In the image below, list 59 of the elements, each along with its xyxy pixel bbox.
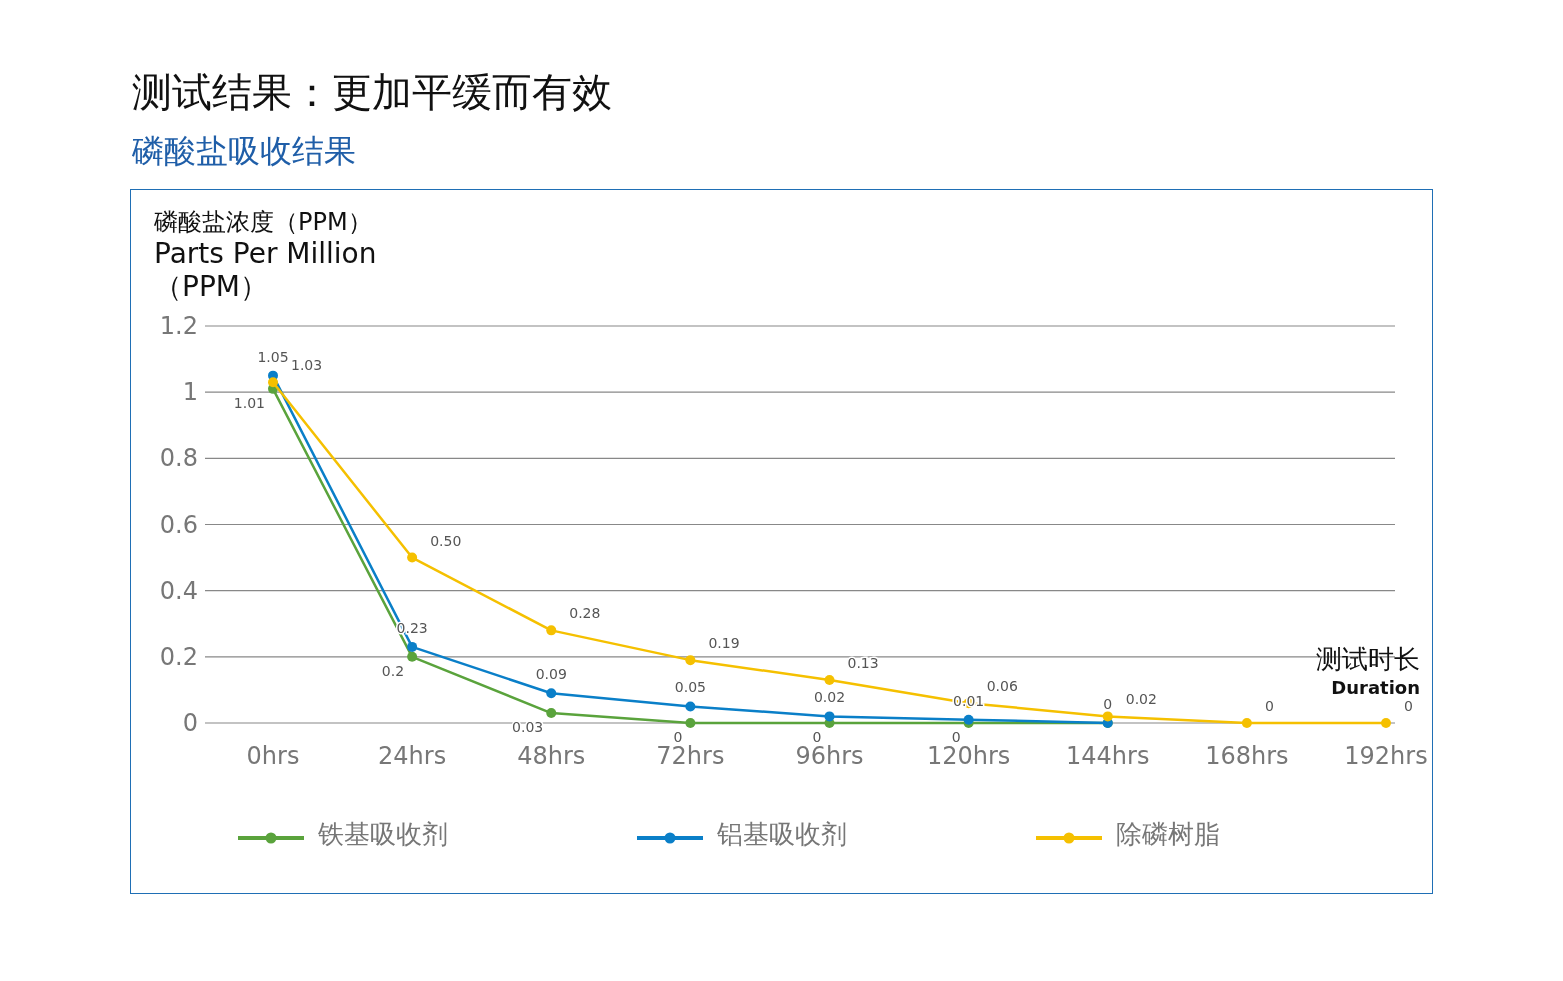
data-label: 0 <box>1404 698 1413 714</box>
point <box>685 718 696 728</box>
y-tick-label: 0.6 <box>159 510 198 539</box>
x-tick-label: 96hrs <box>795 742 864 770</box>
point <box>685 701 696 712</box>
data-label: 0 <box>812 729 822 745</box>
data-label: 1.05 <box>257 348 289 365</box>
point <box>963 714 974 725</box>
legend-label: 铁基吸收剂 <box>317 819 448 849</box>
y-tick-label: 0.8 <box>159 444 198 473</box>
data-label: 0.06 <box>986 678 1018 695</box>
point <box>1102 711 1113 722</box>
y-axis-title: 磷酸盐浓度（PPM） Parts Per Million （PPM） <box>153 208 377 303</box>
x-tick-label: 120hrs <box>926 742 1011 770</box>
data-label: 0.28 <box>569 605 601 622</box>
point <box>407 641 418 652</box>
point <box>824 711 835 722</box>
chart-title: 测试结果：更加平缓而有效 <box>132 69 612 115</box>
data-label: 0 <box>673 729 683 745</box>
point <box>546 708 557 719</box>
x-tick-label: 48hrs <box>517 742 586 770</box>
legend-label: 除磷树脂 <box>1116 819 1220 849</box>
point <box>685 655 696 666</box>
data-label: 0.03 <box>512 719 544 736</box>
data-label: 0 <box>1264 698 1274 714</box>
x-tick-label: 0hrs <box>246 742 300 770</box>
x-tick-label: 192hrs <box>1344 742 1428 770</box>
point <box>1381 718 1391 728</box>
x-axis-title: 测试时长 Duration <box>1316 644 1420 698</box>
y-tick-label: 0.4 <box>159 576 198 605</box>
point <box>1241 718 1252 728</box>
point <box>407 552 418 563</box>
point <box>824 674 835 685</box>
data-label: 0.02 <box>813 689 846 706</box>
data-label: 0.09 <box>535 666 567 683</box>
y-tick-label: 0 <box>182 709 198 737</box>
data-label: 0 <box>951 729 961 745</box>
data-label: 1.03 <box>291 357 323 374</box>
point <box>546 688 557 699</box>
data-label: 0.02 <box>1125 691 1157 708</box>
data-label: 0.13 <box>847 654 879 671</box>
x-tick-label: 144hrs <box>1066 742 1150 770</box>
data-label: 0.2 <box>381 662 405 679</box>
y-tick-label: 1.2 <box>159 312 198 340</box>
x-tick-label: 72hrs <box>656 742 725 770</box>
data-label: 0.19 <box>708 635 740 652</box>
y-tick-label: 1 <box>182 378 198 407</box>
data-label: 0.05 <box>674 679 706 696</box>
x-tick-label: 168hrs <box>1205 742 1289 770</box>
data-label: 1.01 <box>233 394 265 411</box>
x-tick-label: 24hrs <box>378 742 447 770</box>
y-tick-label: 0.2 <box>159 642 198 671</box>
legend-label: 铝基吸收剂 <box>716 819 847 849</box>
data-label: 0.50 <box>430 532 462 549</box>
point <box>546 625 557 636</box>
data-label: 0 <box>1103 696 1113 712</box>
point <box>268 377 278 388</box>
point <box>407 651 418 662</box>
chart-subtitle: 磷酸盐吸收结果 <box>131 132 356 170</box>
